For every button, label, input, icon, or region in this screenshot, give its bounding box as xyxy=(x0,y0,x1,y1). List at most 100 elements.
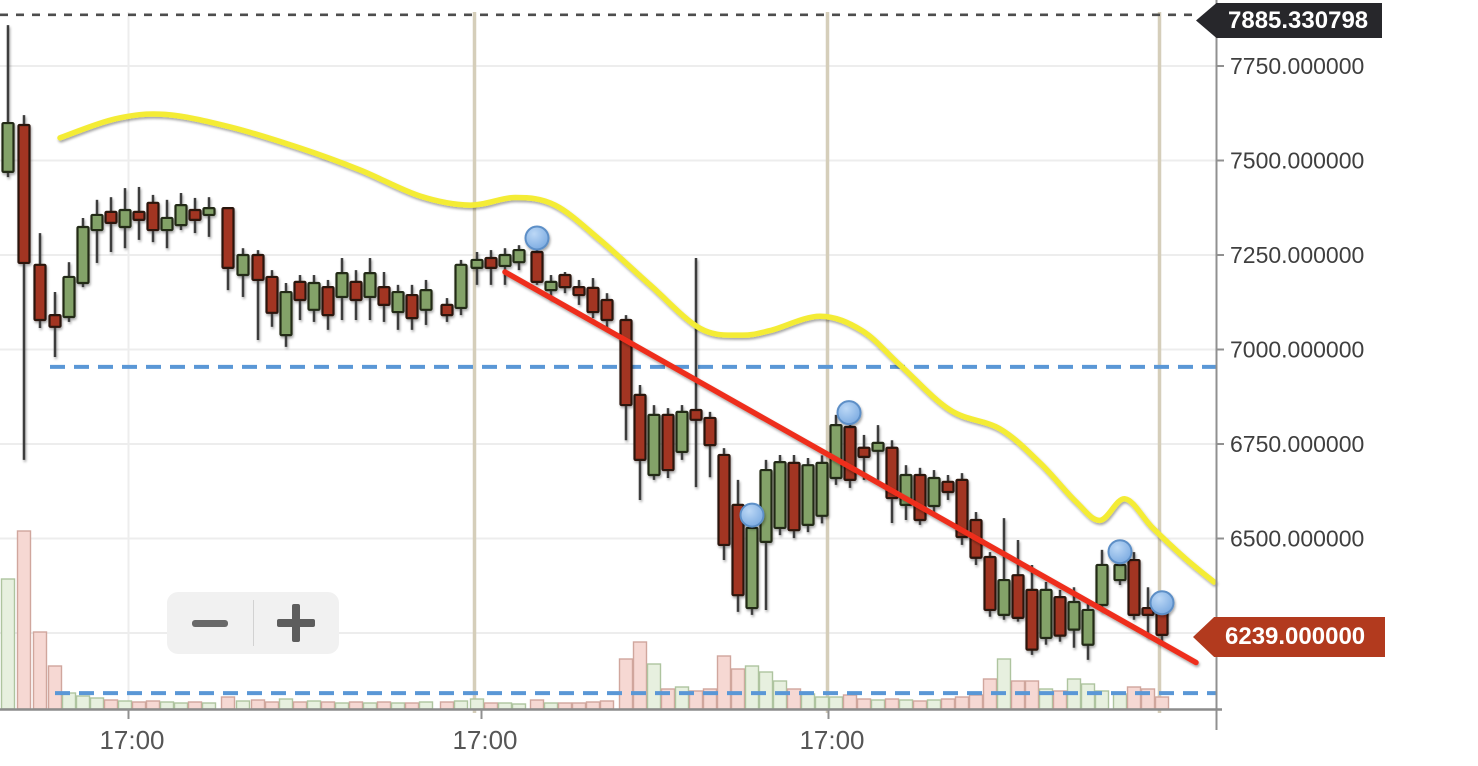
volume-bar xyxy=(744,665,760,710)
volume-bar xyxy=(758,671,774,710)
volume-bar xyxy=(16,530,32,710)
candle xyxy=(33,233,47,328)
volume-bar xyxy=(884,698,900,710)
candle-body xyxy=(703,416,717,447)
candle-body xyxy=(48,314,62,328)
price-axis-label: 6750.000000 xyxy=(1230,431,1364,457)
volume-bar xyxy=(220,696,236,710)
candle-body xyxy=(118,208,132,229)
trade-marker[interactable] xyxy=(1149,590,1175,616)
candle-body xyxy=(251,253,265,282)
candle xyxy=(62,262,76,322)
volume-bar xyxy=(828,696,844,710)
candle-body xyxy=(633,393,647,461)
volume-bar xyxy=(632,641,648,710)
candle xyxy=(633,385,647,500)
candle xyxy=(335,258,349,321)
volume-bar xyxy=(618,658,634,710)
candle xyxy=(307,275,321,322)
candle-body xyxy=(17,123,31,265)
volume-bar xyxy=(32,631,48,710)
trade-markers xyxy=(524,225,1175,616)
candle xyxy=(1,25,15,178)
candle-body xyxy=(983,555,997,612)
candle xyxy=(983,552,997,617)
candle-body xyxy=(885,446,899,500)
volume-bar xyxy=(599,700,615,710)
volume-bar xyxy=(235,700,251,710)
volume-bar xyxy=(418,701,434,710)
candle-body xyxy=(1081,608,1095,646)
candle-body xyxy=(586,286,600,314)
candle xyxy=(221,206,235,291)
candle xyxy=(498,248,512,285)
volume-bar xyxy=(800,693,816,710)
candle-body xyxy=(857,446,871,458)
candle xyxy=(572,279,586,305)
candle xyxy=(586,278,600,319)
trade-marker[interactable] xyxy=(836,400,862,426)
candle-body xyxy=(1127,558,1141,616)
volume-bar xyxy=(856,698,872,710)
candle xyxy=(530,248,544,285)
candle xyxy=(202,197,216,237)
candle xyxy=(1039,581,1053,645)
candle-body xyxy=(512,248,526,264)
volume-bar xyxy=(439,701,455,710)
volume-bar xyxy=(1112,693,1128,710)
candle-body xyxy=(335,272,349,299)
candle xyxy=(1095,549,1109,612)
indicator-price-badge: 7885.330798 xyxy=(1196,3,1382,38)
candle xyxy=(512,245,526,271)
volume-bar xyxy=(320,701,336,710)
candle-body xyxy=(871,441,885,452)
moving-average-line[interactable] xyxy=(57,111,1217,585)
candle xyxy=(731,479,745,612)
candle xyxy=(377,272,391,322)
candle-body xyxy=(454,263,468,310)
zoom-out-button[interactable]: − xyxy=(167,592,253,654)
candle-body xyxy=(363,272,377,299)
candle-body xyxy=(405,293,419,320)
zoom-in-button[interactable]: + xyxy=(254,592,340,654)
candle xyxy=(265,270,279,327)
candle-body xyxy=(558,273,572,289)
zoom-control-divider xyxy=(252,600,254,646)
candle-body xyxy=(787,461,801,532)
price-axis-label: 6500.000000 xyxy=(1230,526,1364,552)
trade-marker[interactable] xyxy=(739,502,765,528)
candle xyxy=(1081,600,1095,660)
volume-bar xyxy=(926,699,942,710)
candle xyxy=(363,258,377,321)
candle-body xyxy=(236,253,250,277)
volume-bar xyxy=(730,668,746,710)
candle-body xyxy=(470,258,484,269)
volume-bar xyxy=(646,663,662,710)
volume-bar xyxy=(674,686,690,710)
candle xyxy=(440,298,454,322)
candle xyxy=(279,282,293,347)
candle xyxy=(829,414,843,485)
candle xyxy=(1053,589,1067,642)
trade-marker[interactable] xyxy=(1107,539,1133,565)
volume-bar xyxy=(557,702,573,710)
candle-body xyxy=(484,256,498,269)
candle-body xyxy=(160,216,174,232)
trade-marker[interactable] xyxy=(524,225,550,251)
candle-body xyxy=(1039,588,1053,640)
candle xyxy=(405,284,419,330)
candle-body xyxy=(1,121,15,173)
candle xyxy=(941,474,955,500)
volume-bars xyxy=(0,530,1170,710)
trend-line[interactable] xyxy=(502,269,1199,666)
candle-body xyxy=(600,298,614,322)
candle-body xyxy=(104,210,118,224)
volume-bar xyxy=(187,701,203,710)
candle xyxy=(454,259,468,316)
candle xyxy=(759,459,773,610)
candle xyxy=(885,440,899,524)
time-axis[interactable] xyxy=(0,711,1216,766)
candle-body xyxy=(572,286,586,297)
price-axis-label: 7250.000000 xyxy=(1230,242,1364,268)
